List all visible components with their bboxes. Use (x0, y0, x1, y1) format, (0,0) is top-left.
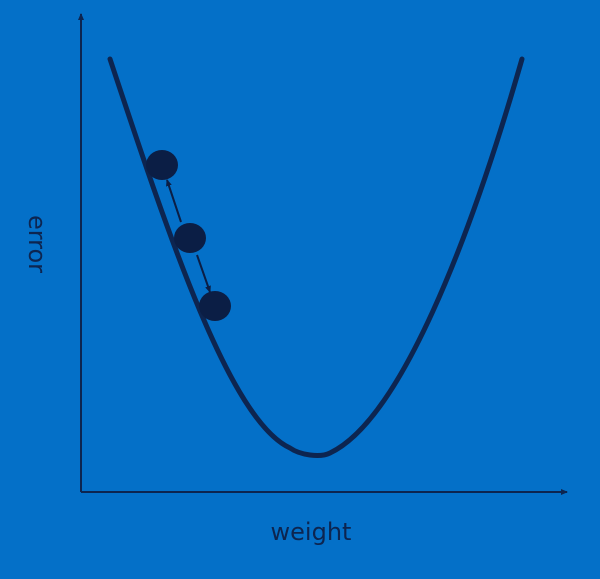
y-axis-label: error (23, 214, 51, 274)
error-curve (107, 56, 525, 458)
step-arrow-2 (196, 254, 211, 293)
descent-point-2 (174, 223, 206, 253)
descent-point-1 (146, 150, 178, 180)
step-arrow-1 (166, 179, 182, 223)
descent-point-3 (199, 291, 231, 321)
x-axis-label: weight (270, 518, 352, 546)
